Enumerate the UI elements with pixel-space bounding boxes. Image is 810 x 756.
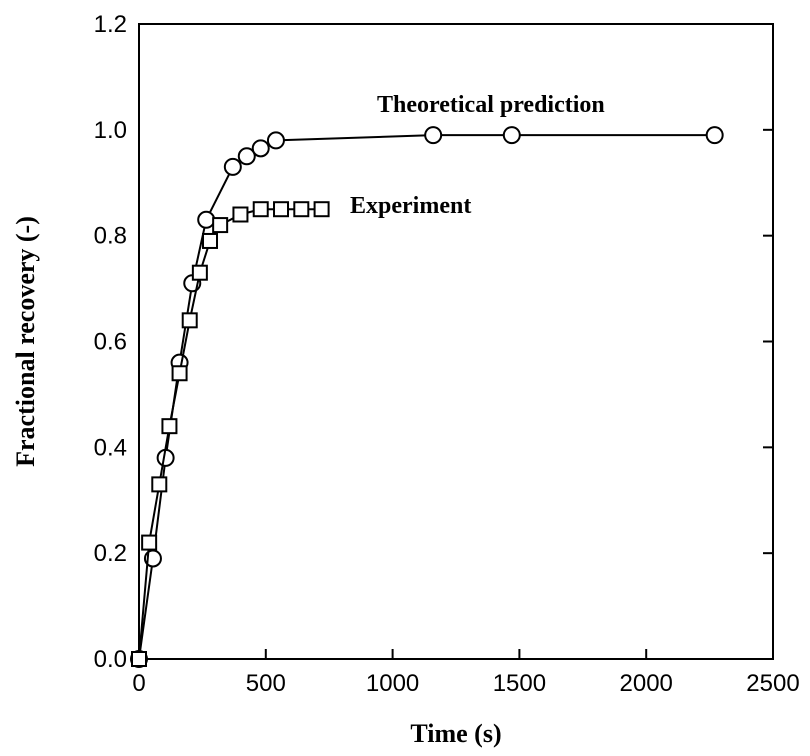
x-tick-label: 500 xyxy=(246,670,286,697)
data-point-circle xyxy=(266,131,285,150)
x-tick-label: 2500 xyxy=(746,670,799,697)
plot-frame xyxy=(138,23,774,660)
axes xyxy=(138,23,774,660)
data-point-circle xyxy=(223,157,242,176)
x-tick-label: 0 xyxy=(132,670,145,697)
y-tick-label: 0.2 xyxy=(94,540,127,567)
data-point-square xyxy=(232,206,249,223)
data-point-square xyxy=(212,217,229,234)
y-tick-label: 0.6 xyxy=(94,329,127,356)
data-point-square xyxy=(131,651,147,667)
data-point-circle xyxy=(502,126,521,145)
series xyxy=(130,126,724,668)
series-label-experiment: Experiment xyxy=(350,193,471,219)
y-tick-label: 1.2 xyxy=(94,11,127,38)
data-point-circle xyxy=(424,126,443,145)
x-tick-label: 1500 xyxy=(493,670,546,697)
x-tick-label: 2000 xyxy=(620,670,673,697)
y-axis-title: Fractional recovery (-) xyxy=(11,216,40,467)
y-tick-label: 0.4 xyxy=(94,434,127,461)
x-axis-title: Time (s) xyxy=(410,719,501,748)
data-point-square xyxy=(313,201,330,218)
series-label-theoretical: Theoretical prediction xyxy=(377,92,605,118)
data-point-square xyxy=(202,232,219,249)
data-point-square xyxy=(151,476,168,493)
x-tick-label: 1000 xyxy=(366,670,419,697)
data-point-circle xyxy=(237,147,256,166)
data-point-square xyxy=(161,418,178,435)
data-point-square xyxy=(171,365,188,382)
data-point-circle xyxy=(251,139,270,158)
y-tick-label: 0.8 xyxy=(94,223,127,250)
data-point-square xyxy=(181,312,198,329)
data-point-square xyxy=(191,264,208,281)
ticks: 0 500 1000 1500 2000 2500 0.0 0.2 0.4 0.6 0.8 1.0 1.… xyxy=(94,11,800,697)
data-point-square xyxy=(273,201,290,218)
data-point-circle xyxy=(705,126,724,145)
data-point-square xyxy=(252,201,269,218)
data-point-square xyxy=(293,201,310,218)
data-point-square xyxy=(141,534,158,551)
y-tick-label: 1.0 xyxy=(94,117,127,144)
y-tick-label: 0.0 xyxy=(94,646,127,673)
data-point-circle xyxy=(197,210,216,229)
